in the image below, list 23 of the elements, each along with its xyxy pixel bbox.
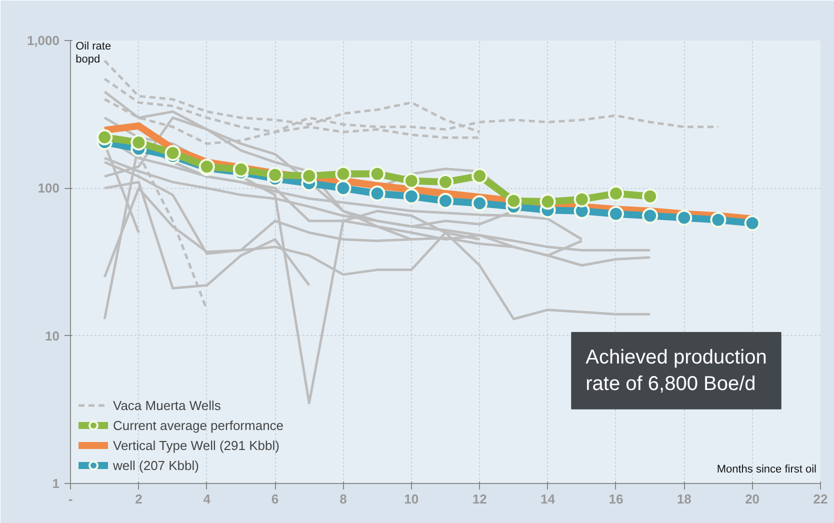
x-tick-label: 12 (472, 492, 487, 506)
x-tick-label: 10 (404, 492, 419, 506)
legend-label: Vaca Muerta Wells (113, 398, 221, 412)
x-tick-label: 18 (676, 492, 692, 506)
x-tick-label: 14 (540, 492, 556, 506)
y-tick-label: 10 (45, 328, 60, 344)
y-tick-label: 1 (52, 476, 60, 491)
y-axis-title: Oil rate bopd (76, 40, 112, 66)
x-tick-label: 4 (203, 492, 212, 506)
y-tick-label: 1,000 (26, 33, 60, 48)
x-tick-label: 20 (745, 492, 760, 506)
x-axis-title: Months since first oil (716, 464, 817, 476)
x-tick-label: - (68, 492, 73, 506)
x-tick-label: 22 (813, 492, 828, 506)
x-tick-label: 8 (340, 492, 347, 506)
legend-label: well (207 Kbbl) (113, 458, 199, 472)
legend-label: Current average performance (113, 418, 284, 432)
y-tick-label: 100 (38, 180, 60, 196)
annotation: Achieved production rate of 6,800 Boe/d (586, 346, 767, 395)
x-tick-label: 6 (271, 492, 279, 506)
x-tick-label: 2 (135, 492, 142, 506)
legend-label: Vertical Type Well (291 Kbbl) (113, 438, 280, 452)
x-tick-label: 16 (608, 492, 624, 506)
